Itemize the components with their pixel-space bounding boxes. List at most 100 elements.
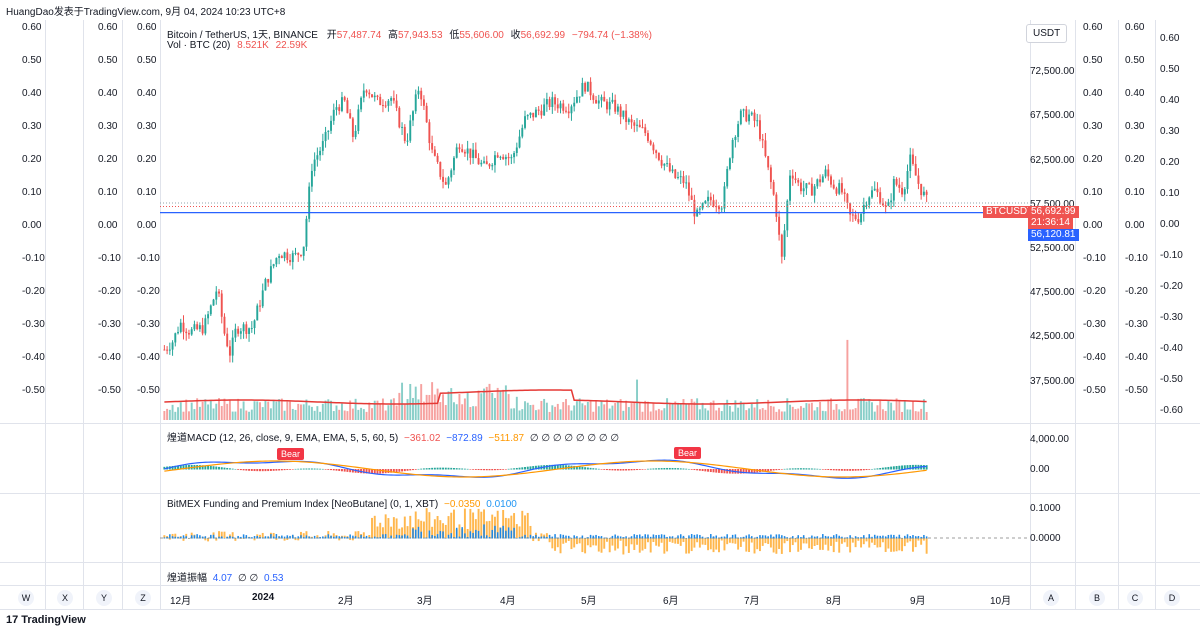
volume-bar xyxy=(417,399,420,420)
volume-bar xyxy=(917,411,920,420)
funding-bar xyxy=(821,538,824,550)
macd-histogram-bar xyxy=(212,466,215,470)
footer-brand[interactable]: 17 TradingView xyxy=(6,614,86,626)
volume-bar xyxy=(668,402,671,420)
volume-ma-line xyxy=(164,389,927,405)
scale-button[interactable]: C xyxy=(1127,590,1143,606)
funding-bar xyxy=(220,531,223,539)
funding-bar xyxy=(748,538,751,553)
premium-bar xyxy=(628,537,630,539)
candle-body xyxy=(871,190,873,198)
candle-body xyxy=(745,109,748,122)
premium-bar xyxy=(863,535,865,539)
premium-bar xyxy=(554,534,556,539)
scale-button[interactable]: W xyxy=(18,590,34,606)
premium-bar xyxy=(685,537,687,539)
footer-brand-text: TradingView xyxy=(21,614,86,626)
volume-bar xyxy=(461,404,464,420)
candle-body xyxy=(526,115,529,117)
premium-bar xyxy=(699,534,701,539)
premium-bar xyxy=(655,535,657,539)
volume-bar xyxy=(453,402,455,420)
funding-bar xyxy=(892,538,895,552)
candlestick-chart[interactable] xyxy=(160,20,1030,610)
premium-bar xyxy=(767,536,769,539)
volume-bar xyxy=(278,399,281,420)
premium-bar xyxy=(576,536,578,539)
premium-bar xyxy=(786,537,789,539)
premium-bar xyxy=(567,535,570,539)
candle-body xyxy=(466,148,469,154)
volume-bar xyxy=(324,400,327,420)
axis-tick-label: -0.20 xyxy=(137,286,160,297)
macd-histogram-bar xyxy=(237,469,240,470)
volume-bar xyxy=(748,408,751,420)
funding-bar xyxy=(780,538,783,554)
macd-histogram-bar xyxy=(712,469,715,473)
premium-bar xyxy=(453,537,455,539)
volume-bar xyxy=(179,402,182,420)
macd-histogram-bar xyxy=(327,469,330,470)
candle-body xyxy=(248,328,251,334)
macd-histogram-bar xyxy=(619,469,622,471)
premium-bar xyxy=(464,533,466,539)
premium-bar xyxy=(587,537,589,539)
macd-histogram-bar xyxy=(862,469,865,471)
volume-bar xyxy=(652,403,655,420)
macd-histogram-bar xyxy=(887,466,890,470)
premium-bar xyxy=(827,536,830,539)
funding-bar xyxy=(565,538,567,543)
candle-body xyxy=(540,110,543,116)
premium-bar xyxy=(368,537,371,539)
premium-bar xyxy=(229,535,231,539)
macd-histogram-bar xyxy=(365,469,368,474)
scale-button[interactable]: A xyxy=(1043,590,1059,606)
axis-tick-label: -0.20 xyxy=(98,286,121,297)
axis-tick-label: 0.30 xyxy=(1083,121,1103,132)
macd-histogram-bar xyxy=(335,469,338,471)
volume-bar xyxy=(543,398,546,420)
macd-value-3: −511.87 xyxy=(488,433,525,444)
macd-histogram-bar xyxy=(586,467,589,470)
scale-button[interactable]: B xyxy=(1089,590,1105,606)
volume-bar xyxy=(226,403,229,420)
scale-button[interactable]: Y xyxy=(96,590,112,606)
volume-bar xyxy=(403,404,406,420)
candle-body xyxy=(750,112,753,115)
macd-histogram-bar xyxy=(469,469,472,470)
macd-histogram-bar xyxy=(840,469,843,471)
macd-histogram-bar xyxy=(308,468,311,470)
funding-bar xyxy=(586,538,589,546)
macd-histogram-bar xyxy=(253,469,256,472)
funding-bar xyxy=(483,509,485,539)
candle-body xyxy=(622,110,625,117)
candle-body xyxy=(679,176,682,178)
candle-body xyxy=(190,329,193,335)
premium-bar xyxy=(237,535,239,539)
macd-histogram-bar xyxy=(578,466,581,470)
scale-button[interactable]: Z xyxy=(135,590,151,606)
candle-body xyxy=(671,169,674,172)
volume-bar xyxy=(556,403,559,420)
macd-histogram-bar xyxy=(903,465,906,470)
axis-tick-label: -0.40 xyxy=(98,352,121,363)
volume-bar xyxy=(794,409,797,420)
macd-histogram-bar xyxy=(220,467,223,470)
axis-tick-label: -0.10 xyxy=(1160,250,1183,261)
macd-histogram-bar xyxy=(922,465,925,470)
premium-bar xyxy=(805,537,808,539)
price-unit-button[interactable]: USDT xyxy=(1026,24,1068,43)
macd-histogram-bar xyxy=(316,468,319,470)
funding-bar xyxy=(431,526,434,539)
premium-bar xyxy=(343,536,346,539)
volume-bar xyxy=(409,383,412,420)
volume-bar xyxy=(764,409,767,420)
scale-button[interactable]: D xyxy=(1164,590,1180,606)
premium-bar xyxy=(606,537,608,539)
macd-histogram-bar xyxy=(223,467,226,470)
candle-body xyxy=(201,325,204,334)
candle-body xyxy=(376,95,379,97)
funding-bar xyxy=(769,538,772,548)
funding-bar xyxy=(556,538,559,548)
scale-button[interactable]: X xyxy=(57,590,73,606)
